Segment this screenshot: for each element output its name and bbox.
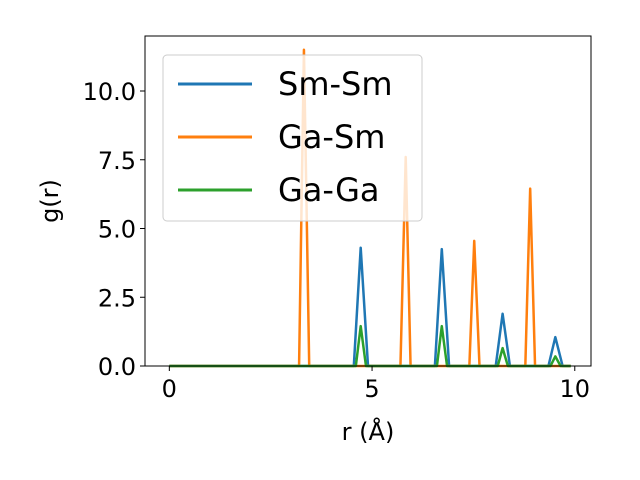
legend-label: Ga-Ga: [278, 171, 380, 209]
legend: Sm-Sm Ga-Sm Ga-Ga: [162, 54, 423, 222]
legend-label: Ga-Sm: [278, 118, 385, 156]
x-tick-label: 10: [560, 375, 591, 403]
y-tick-label: 7.5: [98, 147, 136, 175]
y-tick-label: 2.5: [98, 284, 136, 312]
x-tick-label: 5: [364, 375, 379, 403]
y-tick-label: 5.0: [98, 216, 136, 244]
x-tick-label: 0: [162, 375, 177, 403]
x-axis: 0 5 10: [162, 366, 590, 403]
y-axis: 0.0 2.5 5.0 7.5 10.0: [83, 78, 145, 381]
y-axis-label: g(r): [36, 179, 64, 223]
legend-box: [162, 54, 423, 222]
legend-label: Sm-Sm: [278, 65, 393, 103]
y-tick-label: 10.0: [83, 78, 136, 106]
x-axis-label: r (Å): [342, 417, 395, 446]
y-tick-label: 0.0: [98, 353, 136, 381]
plot-frame: [144, 35, 592, 367]
